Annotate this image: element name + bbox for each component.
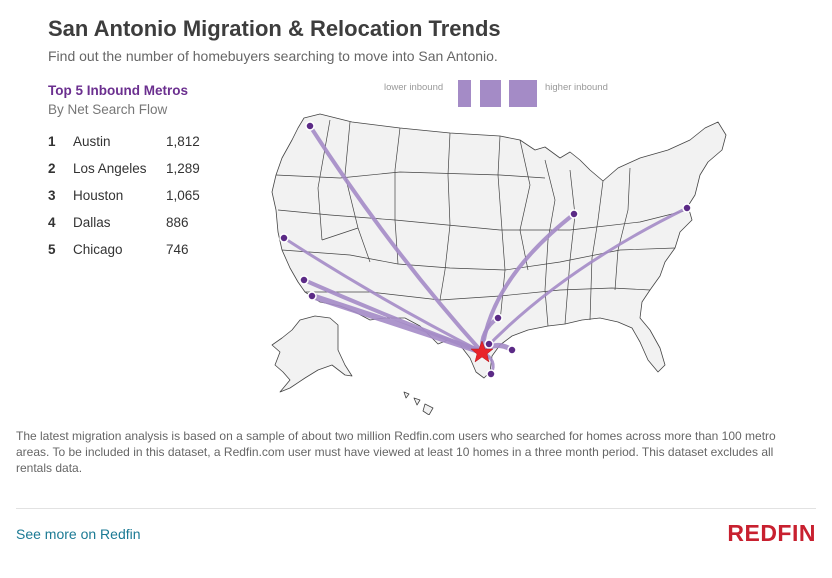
see-more-link[interactable]: See more on Redfin bbox=[16, 526, 141, 542]
flow-chicago bbox=[480, 212, 576, 354]
metro-rank: 2 bbox=[48, 161, 56, 176]
list-item: 1 Austin 1,812 bbox=[48, 128, 238, 155]
page-subtitle: Find out the number of homebuyers search… bbox=[48, 48, 498, 64]
us-migration-map[interactable] bbox=[260, 95, 740, 415]
legend-swatch-low bbox=[458, 80, 471, 107]
us-states bbox=[271, 113, 727, 415]
metro-rank: 1 bbox=[48, 134, 56, 149]
metro-name: Los Angeles bbox=[73, 161, 147, 176]
metro-count: 1,812 bbox=[166, 134, 200, 149]
metro-count: 886 bbox=[166, 215, 189, 230]
legend-low-label: lower inbound bbox=[384, 82, 444, 93]
state-borders bbox=[275, 119, 689, 327]
legend-high-label: higher inbound bbox=[545, 82, 608, 93]
metro-name: Dallas bbox=[73, 215, 111, 230]
flow-seattle bbox=[308, 124, 484, 354]
origin-marker bbox=[507, 345, 517, 355]
metro-name: Houston bbox=[73, 188, 124, 203]
origin-marker bbox=[484, 339, 494, 349]
hawaii bbox=[403, 391, 434, 415]
divider bbox=[16, 508, 816, 509]
metro-rank: 5 bbox=[48, 242, 56, 257]
metro-count: 1,289 bbox=[166, 161, 200, 176]
flow-lines bbox=[282, 124, 689, 376]
metro-name: Chicago bbox=[73, 242, 123, 257]
alaska bbox=[271, 315, 353, 393]
origin-marker bbox=[493, 313, 503, 323]
origin-marker bbox=[299, 275, 309, 285]
top-metros-subheading: By Net Search Flow bbox=[48, 102, 168, 117]
list-item: 4 Dallas 886 bbox=[48, 209, 238, 236]
metro-rank: 4 bbox=[48, 215, 56, 230]
metro-name: Austin bbox=[73, 134, 111, 149]
flow-san-diego bbox=[302, 278, 484, 354]
metro-count: 746 bbox=[166, 242, 189, 257]
top-metros-list: 1 Austin 1,812 2 Los Angeles 1,289 3 Hou… bbox=[48, 128, 238, 263]
origin-marker bbox=[307, 291, 317, 301]
metro-count: 1,065 bbox=[166, 188, 200, 203]
destination-star-icon[interactable] bbox=[470, 340, 494, 363]
methodology-note: The latest migration analysis is based o… bbox=[16, 429, 776, 475]
page-title: San Antonio Migration & Relocation Trend… bbox=[48, 16, 501, 41]
flow-new-york bbox=[480, 206, 689, 354]
legend-swatch-high bbox=[509, 80, 537, 107]
origin-marker bbox=[305, 121, 315, 131]
origin-markers bbox=[279, 121, 692, 379]
redfin-logo[interactable]: REDFIN bbox=[727, 520, 816, 546]
list-item: 3 Houston 1,065 bbox=[48, 182, 238, 209]
origin-marker bbox=[279, 233, 289, 243]
origin-marker bbox=[486, 369, 496, 379]
origin-marker bbox=[569, 209, 579, 219]
top-metros-heading: Top 5 Inbound Metros bbox=[48, 83, 188, 98]
list-item: 2 Los Angeles 1,289 bbox=[48, 155, 238, 182]
origin-marker bbox=[682, 203, 692, 213]
list-item: 5 Chicago 746 bbox=[48, 236, 238, 263]
legend-swatch-mid bbox=[480, 80, 501, 107]
metro-rank: 3 bbox=[48, 188, 56, 203]
flow-sf bbox=[282, 236, 484, 354]
